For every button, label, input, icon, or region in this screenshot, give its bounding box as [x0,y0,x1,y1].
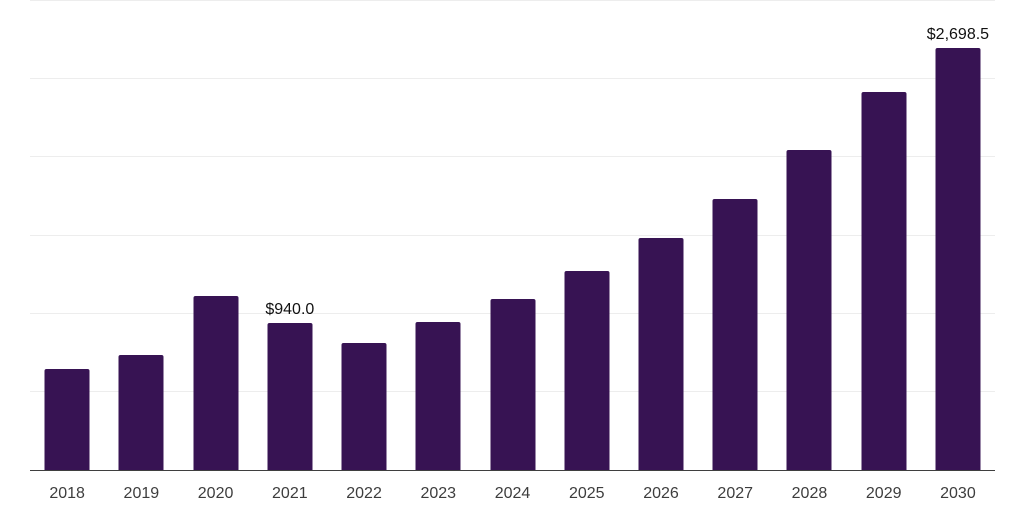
x-tick-2020: 2020 [197,485,234,502]
bar-group-2030: $2,698.5 [921,1,995,470]
plot-area: $940.0 $2,698.5 [30,0,995,471]
bar-group-2024 [475,1,549,470]
bar-group-2029 [847,1,921,470]
bar-2021 [267,323,313,470]
bar-group-2018 [30,1,104,470]
bar-2018 [44,369,90,470]
bar-2025 [564,271,610,470]
bar-2027 [712,198,758,470]
bar-group-2020 [178,1,252,470]
bar-value-label-2030: $2,698.5 [926,26,990,44]
bar-group-2025 [550,1,624,470]
bar-2030 [935,48,981,470]
x-tick-2026: 2026 [643,485,679,502]
x-tick-2027: 2027 [717,485,754,502]
bar-value-label-2021: $940.0 [265,301,315,319]
x-tick-2025: 2025 [568,485,605,502]
bar-2022 [341,342,387,470]
bar-2023 [415,321,461,470]
x-tick-2023: 2023 [420,485,457,502]
x-tick-2024: 2024 [494,485,531,502]
bar-2029 [861,91,907,470]
gridline [30,234,995,236]
x-tick-2019: 2019 [123,485,160,502]
x-tick-2030: 2030 [940,485,976,502]
bar-group-2022 [327,1,401,470]
bar-group-2028 [772,1,846,470]
x-tick-2022: 2022 [346,485,382,502]
bar-2019 [118,354,164,470]
bar-group-2021: $940.0 [253,1,327,470]
bar-group-2026 [624,1,698,470]
bar-2020 [193,296,239,470]
bar-2026 [638,238,684,470]
bar-2024 [490,298,536,470]
x-tick-2021: 2021 [272,485,308,502]
x-tick-2018: 2018 [49,485,85,502]
bar-2028 [786,149,832,470]
bar-group-2023 [401,1,475,470]
x-tick-2029: 2029 [865,485,902,502]
gridline [30,78,995,80]
x-tick-2028: 2028 [791,485,828,502]
gridline [30,0,995,1]
gridline [30,156,995,158]
bar-group-2027 [698,1,772,470]
x-axis-ticks: 2018 2019 2020 2021 2022 2023 2024 2025 2026 2027… [30,471,995,502]
bar-slots: $940.0 $2,698.5 [30,1,995,470]
bar-group-2019 [104,1,178,470]
